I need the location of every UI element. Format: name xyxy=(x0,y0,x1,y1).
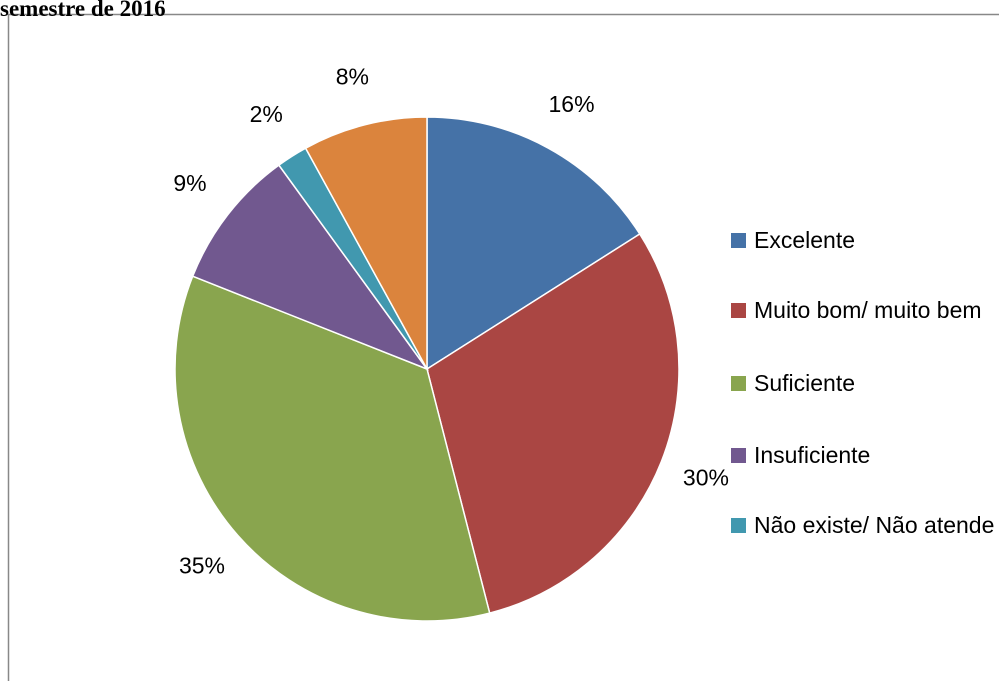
legend-swatch xyxy=(731,448,746,463)
legend-item: Excelente xyxy=(731,222,996,259)
legend-item: Não existe/ Não atende xyxy=(731,507,996,544)
legend-swatch xyxy=(731,233,746,248)
pie-slice xyxy=(191,164,430,371)
legend-swatch xyxy=(731,518,746,533)
pie-slice xyxy=(174,275,491,622)
legend-swatch xyxy=(731,376,746,391)
pie-slice xyxy=(426,232,680,614)
pie-slice xyxy=(304,116,428,370)
data-label: 8% xyxy=(336,64,369,90)
data-label: 30% xyxy=(683,465,729,491)
legend-item: Suficiente xyxy=(731,365,996,402)
legend-item: Muito bom/ muito bem xyxy=(731,292,996,329)
legend-swatch xyxy=(731,303,746,318)
data-label: 2% xyxy=(250,101,283,127)
chart-frame xyxy=(7,13,999,681)
legend-label: Não existe/ Não atende xyxy=(754,512,995,538)
chart-title: semestre de 2016 xyxy=(0,0,166,21)
legend-label: Suficiente xyxy=(754,370,856,396)
data-label: 16% xyxy=(549,91,595,117)
legend-label: Insuficiente xyxy=(754,442,871,468)
legend-item: Insuficiente xyxy=(731,437,996,474)
legend-label: Muito bom/ muito bem xyxy=(754,297,982,323)
pie-slice xyxy=(426,116,641,371)
data-label: 35% xyxy=(179,552,225,578)
legend-label: Excelente xyxy=(754,227,856,253)
data-label: 9% xyxy=(173,170,206,196)
